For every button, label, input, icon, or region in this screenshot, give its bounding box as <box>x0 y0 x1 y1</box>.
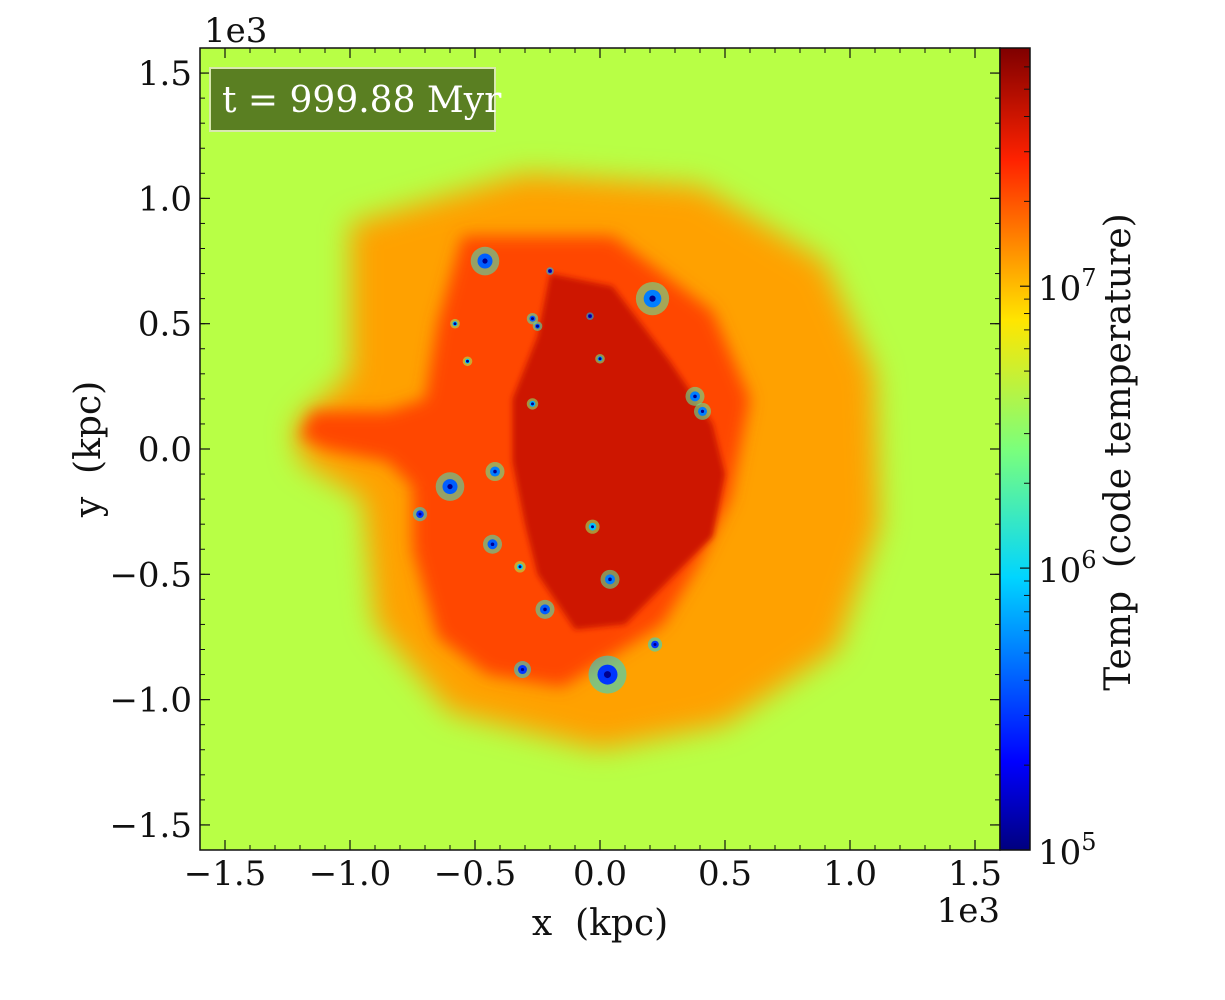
y-axis: 1.5 1.0 0.5 0.0 −0.5 −1.0 −1.5 <box>109 47 1000 851</box>
cold-clump <box>412 507 428 522</box>
cold-clump <box>588 655 627 694</box>
cold-clump <box>694 402 711 420</box>
cold-clump <box>685 386 705 406</box>
cold-clump <box>450 318 460 329</box>
cold-clump <box>470 246 500 276</box>
colorbar: 105 106 107 Temp (code temperature) <box>999 47 1139 873</box>
cold-clump <box>595 353 605 364</box>
colorbar-tick-label: 105 <box>1038 828 1097 873</box>
annotation-text: t = 999.88 Myr <box>222 80 502 121</box>
x-offset-label: 1e3 <box>937 891 1000 931</box>
y-offset-label: 1e3 <box>204 11 267 51</box>
x-tick-label: 0.5 <box>698 854 752 894</box>
annotation-box <box>209 67 496 132</box>
x-tick-label: −1.5 <box>184 854 267 894</box>
colorbar-tick-label: 106 <box>1038 546 1097 591</box>
cold-clump <box>462 356 473 367</box>
x-axis: −1.5 −1.0 −0.5 0.0 0.5 1.0 1.5 <box>184 48 1002 894</box>
time-annotation: t = 999.88 Myr <box>209 67 502 132</box>
cold-clump <box>526 398 539 410</box>
cold-clump <box>586 312 594 320</box>
hot-core-region <box>512 273 725 630</box>
cold-clump <box>585 519 600 534</box>
cold-clump <box>526 312 539 325</box>
cold-clump <box>635 282 670 316</box>
y-tick-label: 1.0 <box>138 179 192 219</box>
cold-clumps-layer <box>412 246 711 694</box>
colorbar-tick-label: 107 <box>1038 264 1097 309</box>
cold-clump <box>485 462 505 482</box>
colorbar-gradient <box>999 47 1031 851</box>
y-tick-label: 1.5 <box>138 54 192 94</box>
cold-clump <box>514 661 531 679</box>
cold-clump <box>514 561 526 573</box>
plot-area <box>200 48 1000 850</box>
y-tick-label: −1.0 <box>109 681 192 721</box>
y-tick-label: −1.5 <box>109 806 192 846</box>
x-tick-label: 1.0 <box>823 854 877 894</box>
cold-clump <box>532 321 543 331</box>
x-axis-title: x (kpc) <box>532 903 668 944</box>
colorbar-ticks: 105 106 107 <box>1020 47 1097 873</box>
y-tick-label: 0.0 <box>138 430 192 470</box>
x-tick-label: −0.5 <box>434 854 517 894</box>
cold-clump <box>647 637 663 652</box>
hot-core-layer <box>512 273 725 630</box>
cold-clump <box>435 472 465 501</box>
cold-clump <box>483 534 502 554</box>
x-tick-label: 0.0 <box>573 854 627 894</box>
x-tick-label: 1.5 <box>948 854 1002 894</box>
y-axis-title: y (kpc) <box>68 381 109 518</box>
cold-clump <box>600 569 620 589</box>
colorbar-title: Temp (code temperature) <box>1098 213 1139 690</box>
y-tick-label: 0.5 <box>138 305 192 345</box>
cold-clump <box>546 267 554 275</box>
y-tick-label: −0.5 <box>109 555 192 595</box>
cold-clump <box>535 599 555 619</box>
x-tick-label: −1.0 <box>309 854 392 894</box>
